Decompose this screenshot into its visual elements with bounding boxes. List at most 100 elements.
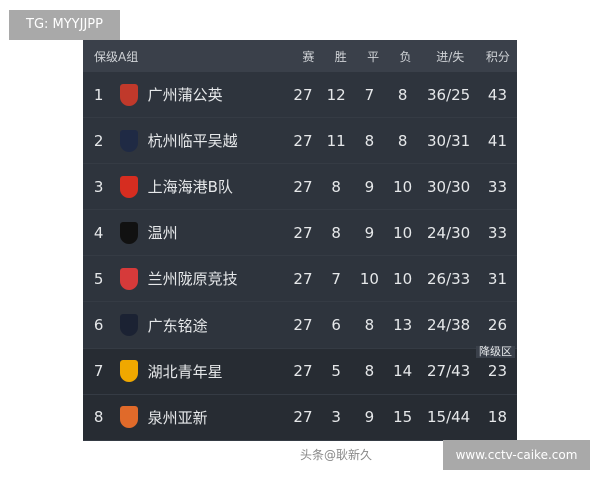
team-name: 上海海港B队 [147,178,233,197]
goals-for-against: 27/43 [426,362,471,381]
rank: 3 [93,177,104,196]
losses: 10 [393,177,413,196]
played: 27 [293,362,313,381]
losses: 8 [397,85,408,104]
rank: 7 [93,362,104,381]
col-draws: 平 [367,49,380,64]
team-crest-icon [119,360,138,383]
team-logo [114,267,143,290]
team-crest-icon [119,83,138,106]
col-wins: 胜 [334,49,347,64]
draws: 7 [364,85,375,104]
points: 26 [487,316,508,335]
losses: 13 [393,316,413,335]
team-logo [114,221,143,244]
table-row[interactable]: 8 泉州亚新 27 3 9 15 15/44 18 [83,394,517,441]
team-crest-icon [119,406,138,429]
played: 27 [293,269,313,288]
points: 18 [487,408,508,427]
wins: 3 [331,408,341,427]
team-name: 广州蒲公英 [147,86,223,105]
draws: 8 [364,131,375,150]
wins: 6 [331,316,341,335]
played: 27 [293,408,313,427]
team-logo [114,83,143,106]
rank: 2 [93,131,104,150]
rank: 6 [93,316,104,335]
wins: 7 [331,269,341,288]
losses: 10 [393,269,413,288]
team-logo [114,175,143,198]
rank: 8 [93,408,104,427]
losses: 14 [393,362,413,381]
team-crest-icon [119,314,138,337]
table-header: 保级A组 赛 胜 平 负 进/失 积分 [83,40,517,72]
rank: 4 [93,223,104,242]
draws: 10 [359,269,379,288]
team-name: 泉州亚新 [147,408,208,427]
team-name: 兰州陇原竞技 [147,270,238,289]
col-goals: 进/失 [436,49,465,64]
team-name: 杭州临平吴越 [147,132,238,151]
table-row[interactable]: 6 广东铭途 27 6 8 13 24/38 26 [83,302,517,349]
points: 33 [487,223,508,242]
rank: 1 [93,85,104,104]
draws: 9 [364,223,375,242]
col-played: 赛 [302,49,315,64]
points: 41 [487,131,508,150]
losses: 8 [397,131,408,150]
losses: 10 [393,223,413,242]
points: 33 [487,177,508,196]
table-row[interactable]: 2 杭州临平吴越 27 11 8 8 30/31 41 [83,118,517,165]
table-row[interactable]: 3 上海海港B队 27 8 9 10 30/30 33 [83,164,517,211]
team-name: 广东铭途 [147,316,208,335]
team-crest-icon [119,267,138,290]
goals-for-against: 26/33 [426,269,471,288]
played: 27 [293,131,313,150]
goals-for-against: 24/38 [426,316,471,335]
draws: 9 [364,177,375,196]
team-crest-icon [119,129,138,152]
rank: 5 [93,269,104,288]
team-logo [114,314,143,337]
played: 27 [293,223,313,242]
goals-for-against: 30/30 [426,177,471,196]
site-watermark: www.cctv-caike.com [443,440,590,470]
wins: 12 [326,85,346,104]
col-losses: 负 [399,49,412,64]
wins: 8 [331,177,341,196]
played: 27 [293,85,313,104]
team-logo [114,129,143,152]
team-name: 湖北青年星 [147,362,223,381]
goals-for-against: 15/44 [426,408,471,427]
team-crest-icon [119,221,138,244]
group-title: 保级A组 [94,49,139,64]
table-row[interactable]: 4 温州 27 8 9 10 24/30 33 [83,210,517,257]
wins: 5 [331,362,341,381]
points: 43 [487,85,508,104]
team-crest-icon [119,175,138,198]
col-points: 积分 [485,49,510,64]
goals-for-against: 24/30 [426,223,471,242]
played: 27 [293,177,313,196]
goals-for-against: 36/25 [426,85,471,104]
team-logo [114,406,143,429]
draws: 8 [364,362,375,381]
standings-table: 保级A组 赛 胜 平 负 进/失 积分 1 广州蒲公英 27 12 7 8 36… [83,40,517,441]
wins: 8 [331,223,341,242]
table-row[interactable]: 1 广州蒲公英 27 12 7 8 36/25 43 [83,72,517,119]
played: 27 [293,316,313,335]
table-row[interactable]: 5 兰州陇原竞技 27 7 10 10 26/33 31 [83,256,517,303]
points: 23 [487,362,508,381]
relegation-zone-label: 降级区 [476,345,515,358]
top-watermark: TG: MYYJJPP [9,10,120,40]
draws: 9 [364,408,375,427]
points: 31 [487,269,508,288]
team-logo [114,360,143,383]
draws: 8 [364,316,375,335]
losses: 15 [393,408,413,427]
goals-for-against: 30/31 [426,131,471,150]
overlay-watermark: 头条@耿新久 [300,448,373,462]
wins: 11 [326,131,346,150]
table-row[interactable]: 降级区 7 湖北青年星 27 5 8 14 27/43 23 [83,345,517,395]
